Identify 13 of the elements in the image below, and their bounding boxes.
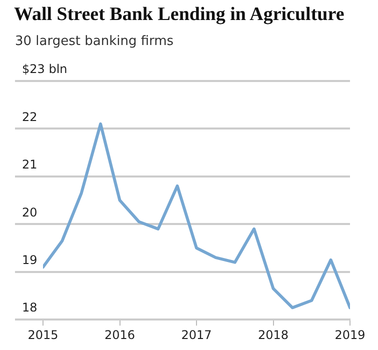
y-tick-label: $23 bln [22,62,68,76]
x-tick-label: 2016 [104,328,136,342]
chart-subtitle: 30 largest banking firms [15,34,174,49]
y-tick-label: 22 [22,110,38,124]
x-tick-label: 2015 [28,328,58,342]
y-tick-label: 18 [22,300,38,315]
x-tick-label: 2017 [181,328,212,342]
x-tick-label: 2019 [334,328,366,342]
y-tick-label: 19 [22,253,38,268]
chart-title: Wall Street Bank Lending in Agriculture [14,4,344,26]
x-tick-label: 2018 [258,328,289,342]
y-tick-label: 20 [22,205,38,220]
y-tick-label: 21 [22,158,38,172]
